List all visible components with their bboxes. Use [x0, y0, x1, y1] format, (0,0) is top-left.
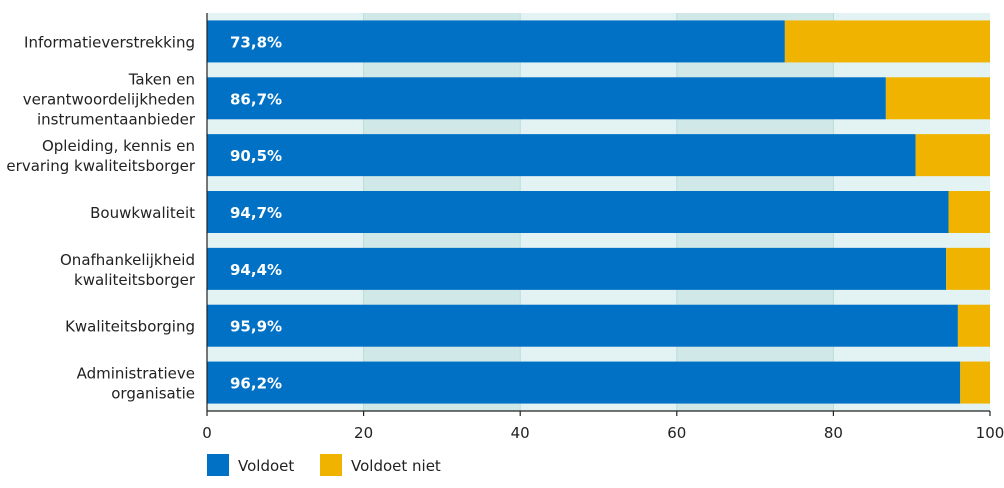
category-label: kwaliteitsborger: [74, 271, 196, 289]
x-tick-label: 0: [202, 424, 212, 442]
bar-voldoet-niet: [957, 304, 990, 347]
bar-voldoet-niet: [960, 361, 990, 404]
bar-value-label: 96,2%: [230, 375, 282, 393]
category-label: Onafhankelijkheid: [60, 251, 195, 269]
legend-swatch: [320, 454, 342, 476]
x-tick-label: 40: [511, 424, 530, 442]
category-label: Informatieverstrekking: [24, 33, 195, 51]
bar-voldoet-niet: [784, 20, 990, 63]
x-tick-label: 60: [667, 424, 686, 442]
category-label: Administratieve: [77, 365, 195, 383]
bar-voldoet: [207, 247, 947, 290]
category-label: organisatie: [111, 385, 195, 403]
category-label: instrumentaanbieder: [37, 110, 196, 128]
bar-value-label: 90,5%: [230, 147, 282, 165]
bar-voldoet-niet: [885, 77, 990, 120]
bar-voldoet: [207, 304, 958, 347]
bar-voldoet: [207, 20, 785, 63]
category-label: verantwoordelijkheden: [23, 90, 195, 108]
x-tick-label: 80: [824, 424, 843, 442]
category-label: ervaring kwaliteitsborger: [6, 157, 195, 175]
bar-voldoet: [207, 361, 961, 404]
bar-voldoet-niet: [948, 191, 990, 233]
category-label: Taken en: [128, 70, 195, 88]
legend-label: Voldoet: [238, 457, 294, 475]
bar-voldoet-niet: [946, 247, 990, 290]
bar-voldoet: [207, 77, 886, 120]
bar-value-label: 95,9%: [230, 318, 282, 336]
bar-voldoet-niet: [915, 134, 990, 177]
bar-value-label: 94,4%: [230, 261, 282, 279]
bar-value-label: 94,7%: [230, 204, 282, 222]
category-label: Kwaliteitsborging: [65, 318, 195, 336]
bar-value-label: 86,7%: [230, 90, 282, 108]
x-tick-label: 20: [354, 424, 373, 442]
category-label: Bouwkwaliteit: [90, 204, 195, 222]
legend-label: Voldoet niet: [351, 457, 441, 475]
legend-swatch: [207, 454, 229, 476]
bar-value-label: 73,8%: [230, 33, 282, 51]
category-label: Opleiding, kennis en: [42, 137, 195, 155]
bar-voldoet: [207, 134, 916, 177]
bar-voldoet: [207, 191, 949, 233]
x-tick-label: 100: [976, 424, 1004, 442]
